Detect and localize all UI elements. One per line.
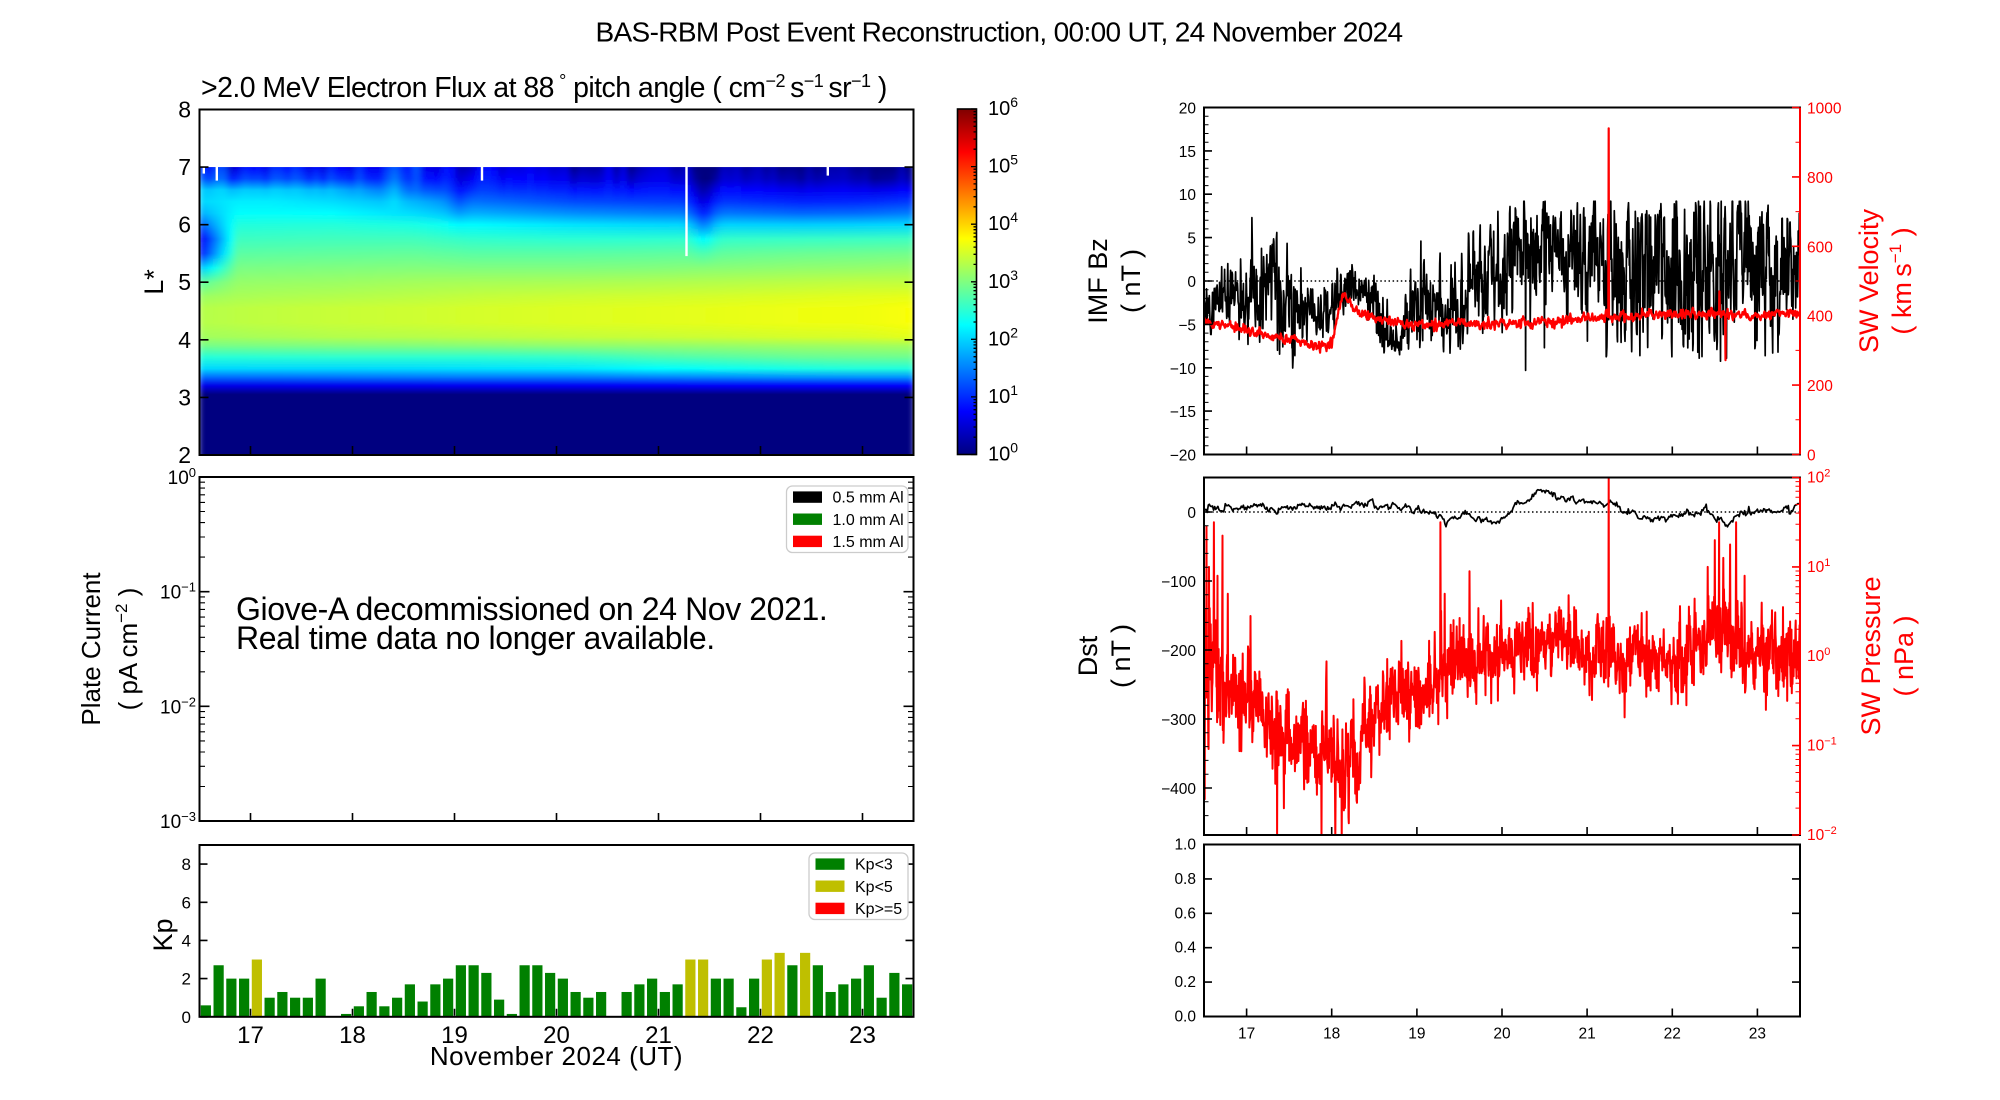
svg-text:18: 18: [1323, 1026, 1340, 1043]
svg-text:Kp>=5: Kp>=5: [855, 901, 902, 918]
svg-text:( nT ): ( nT ): [1106, 624, 1136, 688]
svg-text:( km s−1 ): ( km s−1 ): [1886, 227, 1917, 334]
svg-text:( nT ): ( nT ): [1116, 249, 1146, 313]
svg-text:0.5 mm Al: 0.5 mm Al: [833, 490, 904, 507]
svg-text:4: 4: [182, 931, 191, 950]
svg-text:18: 18: [339, 1022, 366, 1049]
svg-text:8: 8: [182, 855, 191, 874]
svg-text:20: 20: [1493, 1026, 1511, 1043]
svg-text:6: 6: [182, 893, 191, 912]
svg-text:20: 20: [1179, 101, 1197, 118]
svg-text:Real time data no longer avail: Real time data no longer available.: [236, 620, 715, 656]
svg-text:0.2: 0.2: [1174, 974, 1196, 991]
svg-text:21: 21: [645, 1022, 672, 1049]
svg-text:19: 19: [441, 1022, 468, 1049]
svg-text:0.8: 0.8: [1174, 871, 1196, 888]
svg-text:Dst: Dst: [1073, 635, 1103, 676]
svg-text:−20: −20: [1170, 448, 1197, 465]
svg-text:800: 800: [1807, 170, 1833, 187]
svg-text:600: 600: [1807, 239, 1833, 256]
svg-text:10−2: 10−2: [160, 694, 196, 718]
svg-text:0.6: 0.6: [1174, 905, 1196, 922]
svg-text:22: 22: [1664, 1026, 1681, 1043]
svg-text:1.0: 1.0: [1174, 837, 1196, 854]
svg-text:106: 106: [988, 94, 1018, 120]
svg-text:1.5 mm Al: 1.5 mm Al: [833, 534, 904, 551]
svg-text:19: 19: [1408, 1026, 1425, 1043]
svg-text:6: 6: [178, 212, 191, 238]
svg-text:−5: −5: [1178, 317, 1196, 334]
svg-text:Kp<3: Kp<3: [855, 857, 893, 874]
svg-text:0: 0: [1187, 505, 1196, 522]
svg-text:Kp: Kp: [148, 918, 178, 951]
svg-text:Kp<5: Kp<5: [855, 879, 893, 896]
svg-text:Giove-A decommissioned on 24 N: Giove-A decommissioned on 24 Nov 2021.: [236, 591, 827, 627]
svg-text:SW Velocity: SW Velocity: [1854, 208, 1884, 353]
svg-text:5: 5: [1187, 231, 1196, 248]
svg-text:−10: −10: [1170, 361, 1197, 378]
svg-text:Plate Current: Plate Current: [76, 572, 106, 726]
svg-text:15: 15: [1179, 144, 1196, 161]
svg-text:−300: −300: [1161, 712, 1196, 729]
svg-text:0: 0: [182, 1008, 191, 1027]
svg-text:1000: 1000: [1807, 101, 1842, 118]
svg-text:−200: −200: [1161, 643, 1196, 660]
svg-text:20: 20: [543, 1022, 570, 1049]
svg-text:2: 2: [178, 442, 191, 468]
svg-text:November 2024 (UT): November 2024 (UT): [430, 1041, 683, 1071]
svg-text:IMF Bz: IMF Bz: [1083, 238, 1113, 324]
svg-text:400: 400: [1807, 309, 1833, 326]
svg-text:3: 3: [178, 384, 191, 410]
svg-text:L*: L*: [139, 269, 169, 295]
svg-text:0: 0: [1807, 448, 1816, 465]
svg-text:SW Pressure: SW Pressure: [1856, 576, 1886, 735]
svg-text:BAS-RBM Post Event Reconstruct: BAS-RBM Post Event Reconstruction, 00:00…: [596, 17, 1403, 48]
svg-text:5: 5: [178, 269, 191, 295]
svg-text:−100: −100: [1161, 574, 1196, 591]
svg-text:0.0: 0.0: [1174, 1009, 1196, 1026]
svg-text:200: 200: [1807, 378, 1833, 395]
svg-text:17: 17: [237, 1022, 264, 1049]
svg-text:2: 2: [182, 970, 191, 989]
svg-text:7: 7: [178, 154, 191, 180]
svg-text:17: 17: [1238, 1026, 1255, 1043]
svg-text:23: 23: [849, 1022, 876, 1049]
svg-text:1.0 mm Al: 1.0 mm Al: [833, 512, 904, 529]
svg-text:22: 22: [747, 1022, 774, 1049]
svg-text:( nPa ): ( nPa ): [1889, 615, 1919, 696]
svg-text:8: 8: [178, 97, 191, 123]
svg-text:0.4: 0.4: [1174, 940, 1196, 957]
svg-text:23: 23: [1749, 1026, 1766, 1043]
svg-text:0: 0: [1187, 274, 1196, 291]
svg-text:4: 4: [178, 327, 191, 353]
svg-text:21: 21: [1578, 1026, 1595, 1043]
svg-text:−400: −400: [1161, 781, 1196, 798]
svg-text:−15: −15: [1170, 404, 1196, 421]
svg-text:10: 10: [1179, 187, 1197, 204]
